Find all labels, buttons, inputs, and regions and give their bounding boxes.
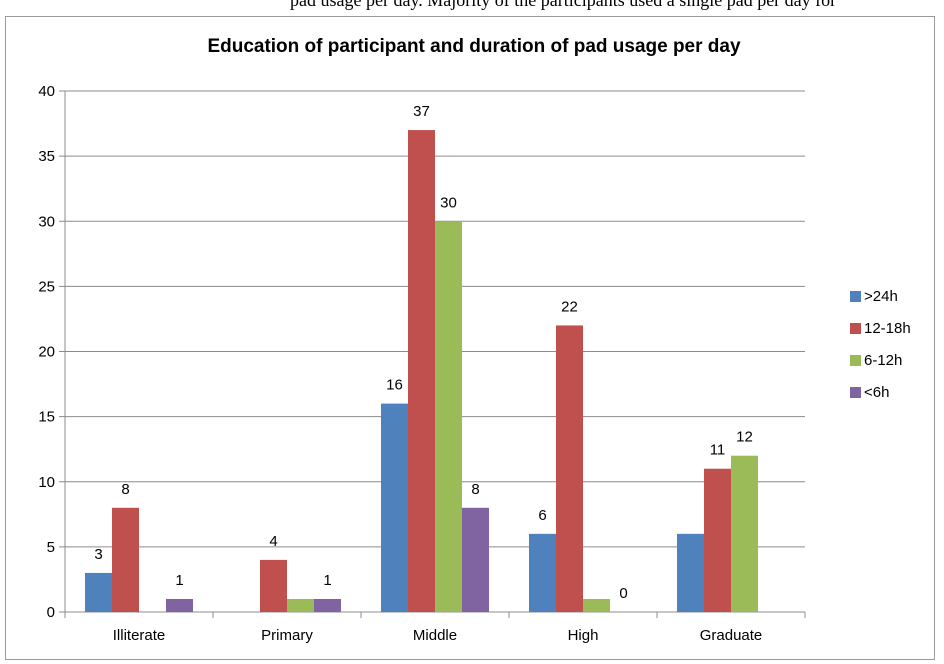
legend: >24h 12-18h 6-12h <6h bbox=[850, 288, 911, 401]
bar bbox=[287, 598, 314, 612]
data-label: 4 bbox=[269, 533, 277, 550]
chart-title: Education of participant and duration of… bbox=[207, 36, 741, 57]
data-label: 0 bbox=[619, 585, 627, 602]
legend-swatch bbox=[850, 387, 861, 398]
x-tick-label: Illiterate bbox=[113, 627, 166, 644]
data-label: 16 bbox=[386, 377, 403, 394]
bar bbox=[704, 468, 731, 612]
data-label: 6 bbox=[538, 507, 546, 524]
legend-label: 12-18h bbox=[864, 320, 911, 337]
data-label: 37 bbox=[413, 103, 430, 120]
x-tick-label: Primary bbox=[261, 627, 313, 644]
bar bbox=[408, 130, 435, 612]
legend-swatch bbox=[850, 323, 861, 334]
bar bbox=[529, 533, 556, 612]
bar bbox=[85, 572, 112, 612]
y-tick-label: 10 bbox=[38, 474, 55, 491]
data-label: 30 bbox=[440, 194, 457, 211]
y-tick-label: 0 bbox=[47, 604, 55, 621]
data-label: 11 bbox=[710, 442, 726, 459]
x-tick-label: Graduate bbox=[700, 627, 763, 644]
data-label: 1 bbox=[175, 572, 183, 589]
bars bbox=[85, 130, 758, 612]
bar bbox=[677, 533, 704, 612]
data-label: 1 bbox=[323, 572, 331, 589]
cropped-caption-text: pad usage per day. Majority of the parti… bbox=[290, 0, 837, 10]
y-axis: 0 5 10 15 20 25 30 35 40 bbox=[38, 83, 66, 621]
data-label: 22 bbox=[561, 298, 578, 315]
data-label: 8 bbox=[121, 481, 129, 498]
y-tick-label: 5 bbox=[47, 539, 55, 556]
legend-swatch bbox=[850, 355, 861, 366]
bar bbox=[462, 507, 489, 612]
bar bbox=[260, 559, 287, 612]
bar bbox=[583, 598, 610, 612]
y-tick-label: 15 bbox=[38, 409, 55, 426]
y-tick-label: 30 bbox=[38, 213, 55, 230]
cropped-caption-strip: pad usage per day. Majority of the parti… bbox=[0, 0, 944, 16]
bar bbox=[112, 507, 139, 612]
data-label: 8 bbox=[471, 481, 479, 498]
legend-label: 6-12h bbox=[864, 352, 902, 369]
legend-swatch bbox=[850, 291, 861, 302]
x-axis: Illiterate Primary Middle High Graduate bbox=[64, 611, 806, 644]
y-tick-label: 35 bbox=[38, 148, 55, 165]
bar bbox=[556, 325, 583, 612]
bar bbox=[731, 455, 758, 612]
legend-label: >24h bbox=[864, 288, 898, 305]
y-tick-label: 40 bbox=[38, 83, 55, 100]
x-tick-label: High bbox=[568, 627, 599, 644]
x-tick-label: Middle bbox=[413, 627, 457, 644]
y-tick-label: 25 bbox=[38, 278, 55, 295]
data-label: 3 bbox=[94, 546, 102, 563]
legend-label: <6h bbox=[864, 384, 889, 401]
y-tick-label: 20 bbox=[38, 344, 55, 361]
bar bbox=[166, 598, 193, 612]
bar bbox=[381, 403, 408, 612]
data-label: 12 bbox=[736, 429, 753, 446]
bar bbox=[314, 598, 341, 612]
bar bbox=[435, 221, 462, 612]
data-labels: 3 8 1 4 1 16 37 30 8 6 22 0 11 12 bbox=[94, 103, 753, 602]
